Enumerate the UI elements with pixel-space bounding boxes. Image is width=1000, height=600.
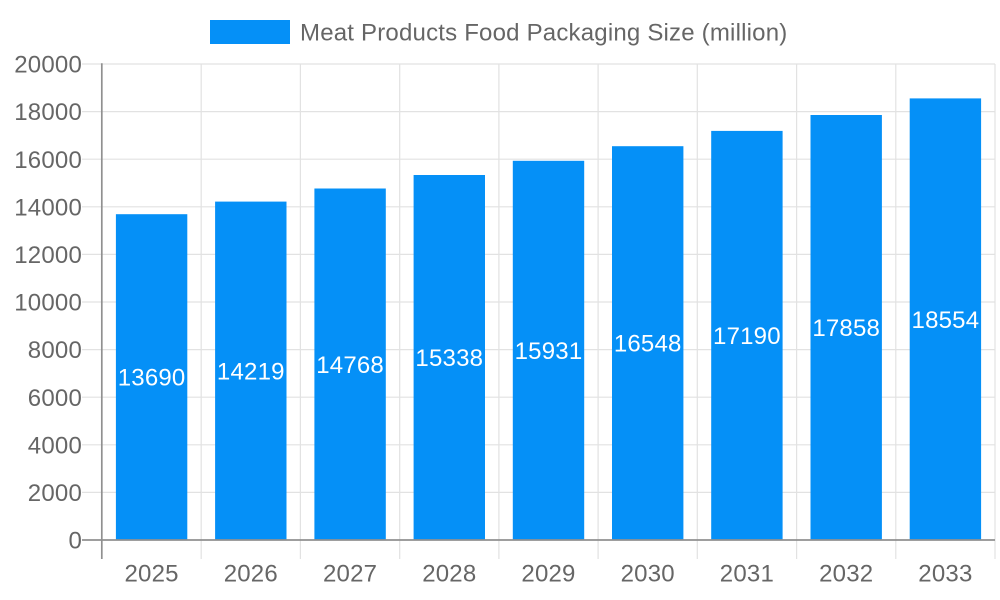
svg-text:20000: 20000 (14, 52, 82, 79)
svg-text:17858: 17858 (812, 315, 880, 342)
svg-text:18000: 18000 (14, 99, 82, 126)
svg-text:16000: 16000 (14, 147, 82, 174)
svg-text:2033: 2033 (918, 561, 972, 588)
svg-text:16548: 16548 (614, 331, 682, 358)
svg-text:2025: 2025 (124, 561, 178, 588)
svg-text:2027: 2027 (323, 561, 377, 588)
svg-text:Meat Products Food Packaging S: Meat Products Food Packaging Size (milli… (300, 20, 787, 47)
svg-text:2030: 2030 (621, 561, 675, 588)
svg-text:10000: 10000 (14, 290, 82, 317)
svg-text:14219: 14219 (217, 358, 285, 385)
svg-text:12000: 12000 (14, 242, 82, 269)
svg-text:15931: 15931 (515, 338, 583, 365)
svg-text:17190: 17190 (713, 323, 781, 350)
svg-text:2031: 2031 (720, 561, 774, 588)
svg-text:2029: 2029 (521, 561, 575, 588)
svg-text:8000: 8000 (28, 337, 82, 364)
svg-text:18554: 18554 (912, 307, 980, 334)
svg-text:2026: 2026 (224, 561, 278, 588)
svg-text:2028: 2028 (422, 561, 476, 588)
svg-text:14768: 14768 (316, 352, 384, 379)
svg-text:14000: 14000 (14, 194, 82, 221)
svg-text:4000: 4000 (28, 432, 82, 459)
svg-text:0: 0 (68, 528, 82, 555)
svg-text:13690: 13690 (118, 365, 186, 392)
svg-text:2000: 2000 (28, 480, 82, 507)
svg-text:15338: 15338 (415, 345, 483, 372)
svg-text:6000: 6000 (28, 385, 82, 412)
svg-text:2032: 2032 (819, 561, 873, 588)
